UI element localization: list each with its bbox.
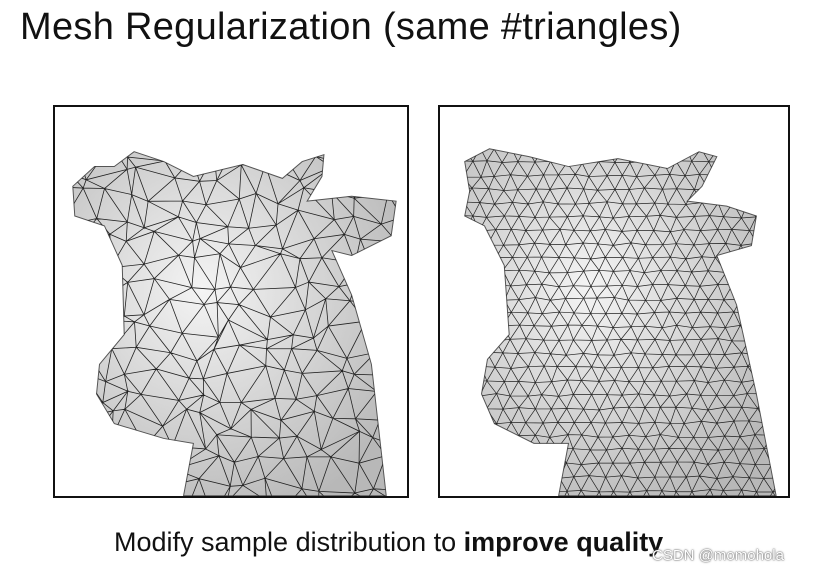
regular-cow-mesh-image xyxy=(464,148,777,496)
slide-caption: Modify sample distribution to improve qu… xyxy=(114,527,663,558)
irregular-cow-mesh-image xyxy=(72,151,397,496)
caption-emphasis: improve quality xyxy=(463,527,664,557)
slide-title: Mesh Regularization (same #triangles) xyxy=(20,6,682,48)
original-cow-mesh-panel xyxy=(53,105,409,498)
watermark: CSDN @momohola xyxy=(652,547,784,564)
regularized-cow-mesh-panel xyxy=(438,105,790,498)
caption-text: Modify sample distribution to xyxy=(114,527,464,557)
